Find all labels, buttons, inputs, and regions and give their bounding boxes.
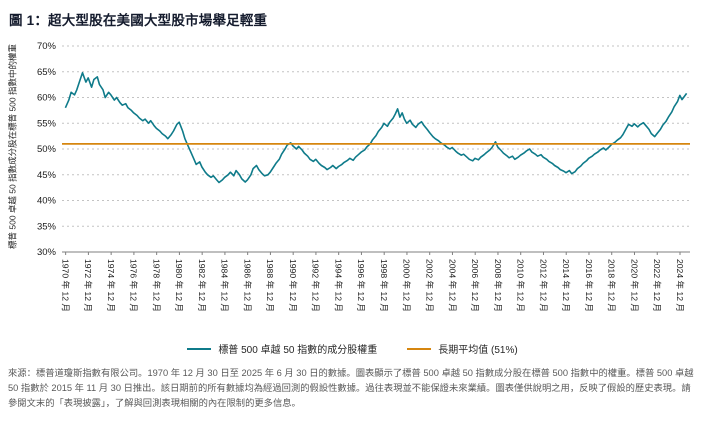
legend-label-average: 長期平均值 (51%) <box>438 345 518 356</box>
y-tick-label: 35% <box>37 221 57 232</box>
legend-label-series: 標普 500 卓越 50 指數的成分股權重 <box>218 345 378 356</box>
y-tick-label: 50% <box>37 144 57 155</box>
legend-item-series: 標普 500 卓越 50 指數的成分股權重 <box>187 341 377 356</box>
x-tick-label: 2024 年 12 月 <box>675 259 686 312</box>
chart-area: 標普 500 卓越 50 指數成分股在標普 500 指數中的權重 30% 35% 4… <box>0 36 705 338</box>
y-tick-label: 60% <box>37 93 57 104</box>
source-note: 來源：標普道瓊斯指數有限公司。1970 年 12 月 30 日至 2025 年 … <box>8 368 694 409</box>
y-tick-label: 55% <box>37 118 57 129</box>
x-tick-label: 2008 年 12 月 <box>493 259 504 312</box>
x-tick-label: 2000 年 12 月 <box>402 259 413 312</box>
y-tick-label: 40% <box>37 196 57 207</box>
x-tick-label: 1976 年 12 月 <box>129 259 140 312</box>
x-tick-label: 1984 年 12 月 <box>220 259 231 312</box>
x-tick-label: 1970 年 12 月 <box>60 259 71 312</box>
x-tick-label: 2022 年 12 月 <box>652 259 663 312</box>
y-tick-label: 45% <box>37 170 57 181</box>
y-tick-label: 30% <box>37 247 57 258</box>
x-tick-label: 1972 年 12 月 <box>83 259 94 312</box>
y-axis-title: 標普 500 卓越 50 指數成分股在標普 500 指數中的權重 <box>7 44 18 249</box>
x-tick-label: 1988 年 12 月 <box>265 259 276 312</box>
x-tick-label: 2016 年 12 月 <box>584 259 595 312</box>
x-tick-label: 2006 年 12 月 <box>470 259 481 312</box>
legend-item-average: 長期平均值 (51%) <box>407 341 518 356</box>
x-tick-label: 1980 年 12 月 <box>174 259 185 312</box>
series-line <box>64 71 688 184</box>
series-line-swatch <box>187 347 212 350</box>
x-tick-label: 1994 年 12 月 <box>334 259 345 312</box>
x-tick-label: 1990 年 12 月 <box>288 259 299 312</box>
x-tick-label: 1992 年 12 月 <box>311 259 322 312</box>
chart-legend: 標普 500 卓越 50 指數的成分股權重 長期平均值 (51%) <box>0 341 705 356</box>
figure-title: 圖 1：超大型股在美國大型股市場舉足輕重 <box>9 13 268 28</box>
x-tick-label: 1974 年 12 月 <box>106 259 117 312</box>
x-tick-label: 1982 年 12 月 <box>197 259 208 312</box>
x-tick-label: 2014 年 12 月 <box>561 259 572 312</box>
x-tick-label: 2002 年 12 月 <box>425 259 436 312</box>
x-tick-label: 2018 年 12 月 <box>607 259 618 312</box>
x-tick-label: 2010 年 12 月 <box>516 259 527 312</box>
x-tick-label: 1986 年 12 月 <box>243 259 254 312</box>
x-tick-label: 2020 年 12 月 <box>629 259 640 312</box>
x-tick-label: 2012 年 12 月 <box>538 259 549 312</box>
x-tick-label: 1978 年 12 月 <box>152 259 163 312</box>
x-tick-label: 2004 年 12 月 <box>447 259 458 312</box>
x-tick-label: 1998 年 12 月 <box>379 259 390 312</box>
average-line-swatch <box>407 347 432 350</box>
x-tick-label: 1996 年 12 月 <box>356 259 367 312</box>
line-chart: 30% 35% 40% 45% 50% 55% 60% 65% 70% 1970 年 12 月 19… <box>37 41 690 312</box>
y-tick-label: 65% <box>37 67 57 78</box>
y-tick-label: 70% <box>37 41 57 52</box>
